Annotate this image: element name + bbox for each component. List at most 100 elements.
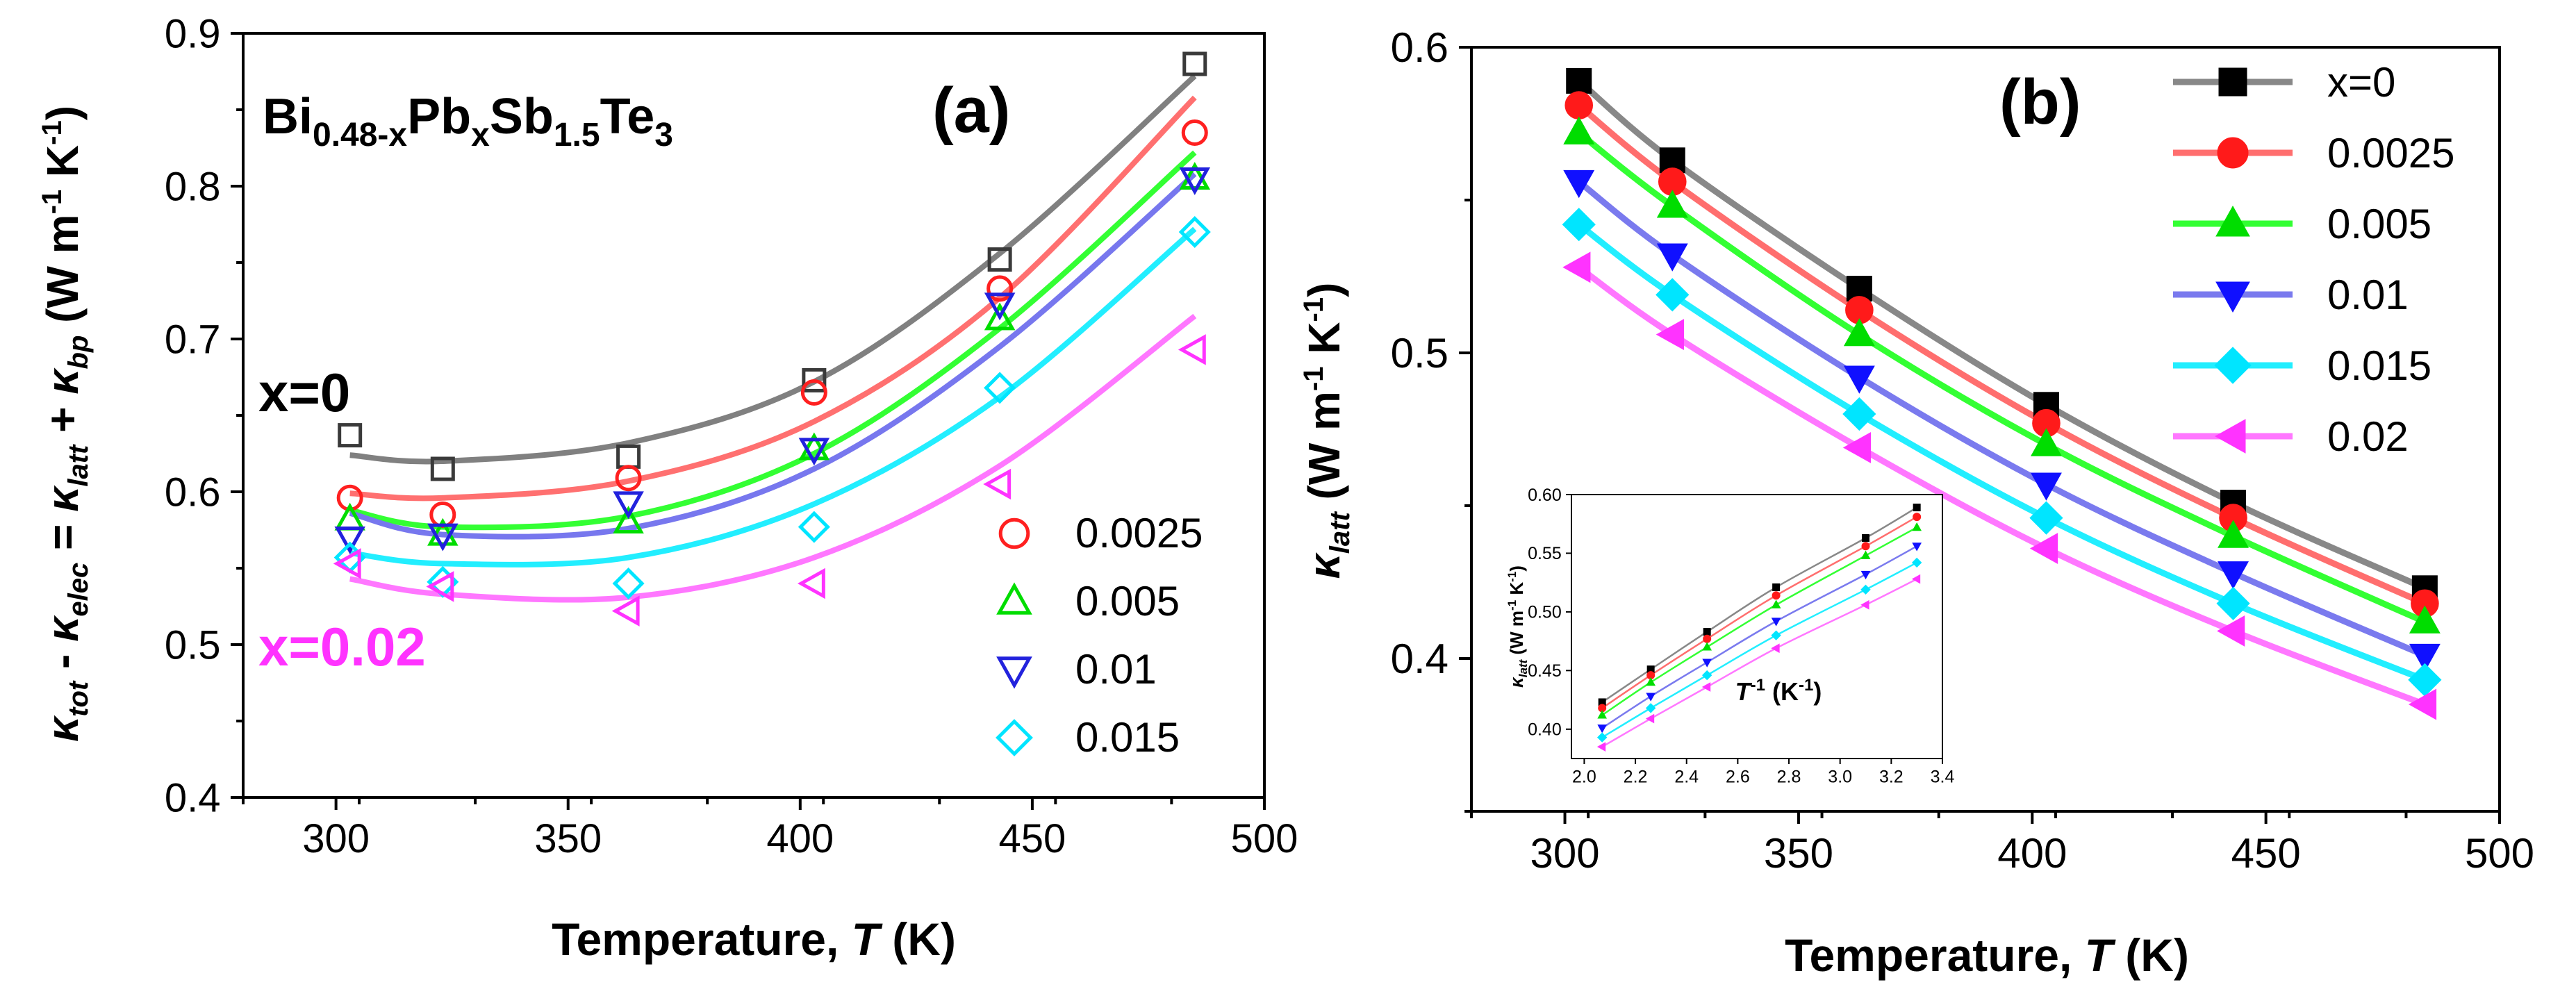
inset-point-4-1 bbox=[1645, 703, 1656, 713]
inset-point-2-5 bbox=[1912, 522, 1922, 531]
inset-point-4-3 bbox=[1771, 630, 1781, 640]
panel-a-point-4-4 bbox=[984, 372, 1016, 404]
inset-point-4-4 bbox=[1860, 584, 1871, 595]
panel-a-point-0-2 bbox=[616, 444, 641, 469]
inset-y-tick-label: 0.40 bbox=[1528, 720, 1562, 740]
panel-b-legend-label-2: 0.005 bbox=[2327, 201, 2431, 247]
inset-point-4-5 bbox=[1911, 557, 1922, 568]
panel-a-legend-label-0: 0.0025 bbox=[1075, 510, 1203, 556]
inset-y-ticks: 0.40 0.45 0.50 0.55 0.60 bbox=[1528, 486, 1571, 740]
panel-a-point-2-4 bbox=[984, 302, 1016, 331]
panel-b-y-axis-label: κlatt (W m-1 K-1) bbox=[1298, 283, 1355, 579]
inset-point-2-1 bbox=[1646, 677, 1656, 686]
panel-a-point-2-1 bbox=[427, 517, 459, 546]
inset-point-0-5 bbox=[1913, 504, 1921, 512]
inset-y-tick-label: 0.50 bbox=[1528, 603, 1562, 622]
panel-a-point-3-0 bbox=[334, 527, 365, 554]
panel-b-point-3-1 bbox=[1656, 243, 1688, 272]
panel-a-fit-0 bbox=[349, 74, 1197, 465]
inset-y-tick-label: 0.60 bbox=[1528, 486, 1562, 505]
panel-a-point-4-5 bbox=[1178, 215, 1211, 249]
panel-b-point-2-5 bbox=[2409, 605, 2441, 633]
inset-point-2-4 bbox=[1860, 550, 1871, 559]
panel-b-x-tick-label: 350 bbox=[1764, 830, 1833, 877]
panel-a-point-0-1 bbox=[430, 456, 455, 481]
panel-b-legend-marker-0 bbox=[2218, 67, 2247, 97]
panel-a-point-3-4 bbox=[984, 292, 1016, 321]
panel-a-point-3-2 bbox=[613, 491, 644, 520]
inset-point-3-3 bbox=[1771, 618, 1781, 627]
inset-point-3-1 bbox=[1646, 693, 1656, 702]
panel-a-point-0-3 bbox=[802, 367, 827, 392]
panel-b-legend-label-4: 0.015 bbox=[2327, 342, 2431, 389]
panel-b-point-5-2 bbox=[1842, 431, 1872, 463]
inset-point-0-2 bbox=[1703, 628, 1711, 636]
panel-a-label: (a) bbox=[932, 75, 1010, 146]
panel-a-fit-4 bbox=[349, 226, 1197, 568]
panel-a-x-tick-label: 500 bbox=[1231, 816, 1298, 861]
panel-a-point-5-2 bbox=[611, 595, 640, 627]
panel-a-point-2-3 bbox=[798, 432, 830, 461]
panel-b-point-2-4 bbox=[2218, 520, 2249, 548]
panel-b-legend-label-3: 0.01 bbox=[2327, 272, 2409, 318]
panel-b-point-5-1 bbox=[1656, 319, 1684, 351]
panel-a-x-tick-label: 300 bbox=[302, 816, 370, 861]
panel-a-composition-title: Bi0.48-xPbxSb1.5Te3 bbox=[263, 89, 673, 154]
inset-x-tick-label: 2.2 bbox=[1624, 767, 1648, 786]
inset-point-3-0 bbox=[1597, 724, 1608, 734]
panel-a-markers bbox=[333, 51, 1211, 627]
panel-b-x-ticks: 300 350 400 450 500 bbox=[1470, 811, 2534, 877]
panel-b-point-5-4 bbox=[2217, 615, 2245, 647]
panel-a-y-tick-label: 0.5 bbox=[165, 622, 221, 668]
panel-a-point-3-5 bbox=[1179, 167, 1211, 195]
panel-a-legend-marker-2 bbox=[996, 656, 1032, 689]
inset-x-tick-label: 2.8 bbox=[1777, 767, 1801, 786]
panel-a-point-2-5 bbox=[1179, 162, 1211, 190]
panel-a-point-0-4 bbox=[987, 247, 1012, 272]
panel-a-legend-marker-0 bbox=[998, 517, 1030, 549]
panel-b-point-2-2 bbox=[1843, 318, 1875, 347]
panel-b-label: (b) bbox=[1999, 67, 2081, 138]
panel-a-point-4-2 bbox=[612, 567, 645, 600]
panel-a-point-3-1 bbox=[427, 523, 459, 552]
panel-b-point-4-0 bbox=[1562, 208, 1596, 242]
panel-b-point-0-0 bbox=[1566, 67, 1592, 94]
panel-a-y-tick-label: 0.7 bbox=[165, 317, 221, 362]
inset-point-5-0 bbox=[1596, 742, 1606, 752]
inset-point-3-4 bbox=[1860, 570, 1871, 580]
panel-a-point-1-2 bbox=[615, 465, 642, 492]
inset-point-5-3 bbox=[1771, 643, 1780, 654]
panel-b-x-tick-label: 500 bbox=[2465, 830, 2534, 877]
panel-b-y-tick-label: 0.6 bbox=[1391, 24, 1448, 71]
panel-a-point-3-3 bbox=[798, 438, 830, 466]
panel-a-y-axis-label: κtot - κelec = κlatt + κbp (W m-1 K-1) bbox=[37, 106, 94, 742]
panel-a: 300 350 400 450 500 0.4 0.5 0.6 0.7 0.8 0.9 Bi0.4… bbox=[37, 11, 1298, 965]
panel-b-legend-label-5: 0.02 bbox=[2327, 413, 2409, 460]
panel-a-x-tick-label: 450 bbox=[999, 816, 1066, 861]
inset-y-axis-label: κlatt (W m-1 K-1) bbox=[1505, 565, 1530, 688]
panel-b-point-3-4 bbox=[2218, 561, 2249, 590]
panel-a-y-tick-label: 0.8 bbox=[165, 164, 221, 209]
panel-b-point-5-5 bbox=[2408, 688, 2437, 720]
panel-b-point-5-0 bbox=[1562, 251, 1591, 283]
panel-a-point-1-3 bbox=[800, 379, 827, 406]
panel-b-markers bbox=[1562, 67, 2442, 720]
panel-a-point-0-0 bbox=[338, 423, 363, 448]
panel-b-legend: x=0 0.0025 0.005 0.01 0.015 0.02 bbox=[2173, 59, 2455, 460]
panel-a-legend-marker-1 bbox=[996, 582, 1032, 615]
inset-point-5-2 bbox=[1701, 682, 1711, 692]
panel-b-legend-marker-1 bbox=[2217, 137, 2249, 169]
inset-point-5-4 bbox=[1860, 599, 1869, 610]
panel-a-point-4-3 bbox=[798, 511, 830, 543]
panel-b-legend-label-1: 0.0025 bbox=[2327, 130, 2455, 176]
panel-b-y-ticks: 0.4 0.5 0.6 bbox=[1391, 24, 1471, 813]
panel-a-x-axis-label: Temperature, T (K) bbox=[552, 913, 956, 965]
annotation-x002: x=0.02 bbox=[258, 616, 426, 677]
panel-a-fit-2 bbox=[349, 150, 1197, 531]
panel-b-y-tick-label: 0.4 bbox=[1391, 636, 1448, 682]
panel-b-legend-marker-2 bbox=[2215, 205, 2250, 237]
panel-a-point-0-5 bbox=[1182, 51, 1207, 76]
panel-b-point-4-4 bbox=[2216, 586, 2250, 620]
inset-point-0-3 bbox=[1772, 583, 1781, 591]
inset-x-axis-label: T-1 (K-1) bbox=[1735, 676, 1822, 706]
